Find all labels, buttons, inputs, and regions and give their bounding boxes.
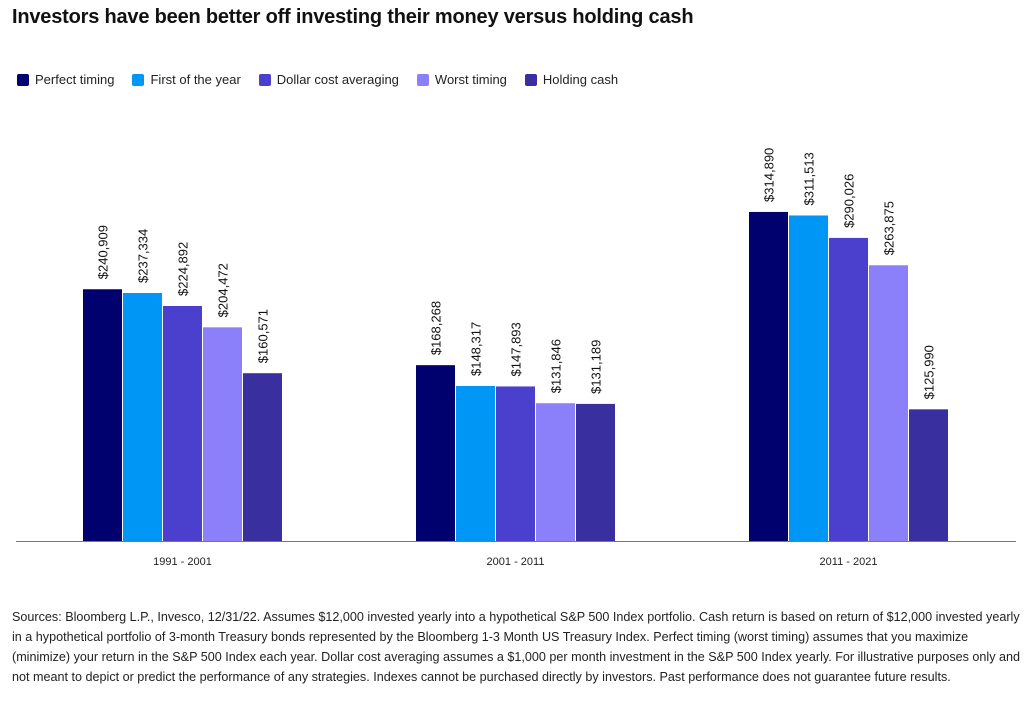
bar <box>416 365 455 541</box>
legend-label: Holding cash <box>542 72 619 87</box>
legend-swatch <box>524 73 537 86</box>
bar <box>749 211 788 542</box>
legend-item: First of the year <box>132 72 241 87</box>
x-tick-label: 1991 - 2001 <box>153 556 212 568</box>
legend-swatch <box>17 73 29 86</box>
legend-swatch <box>416 73 429 86</box>
legend-label: First of the year <box>150 72 241 87</box>
data-label: $314,890 <box>762 148 777 202</box>
data-label: $204,472 <box>216 263 231 317</box>
data-label: $240,909 <box>96 225 111 279</box>
data-label: $290,026 <box>842 174 857 228</box>
bar <box>869 265 908 541</box>
legend-swatch <box>258 73 271 86</box>
legend-item: Worst timing <box>416 72 507 87</box>
legend-label: Worst timing <box>434 72 507 87</box>
x-tick-label: 2011 - 2021 <box>820 556 878 568</box>
bar <box>496 386 535 541</box>
x-tick-label: 2001 - 2011 <box>487 556 545 568</box>
data-label: $147,893 <box>509 322 524 376</box>
bar <box>243 373 282 541</box>
data-label: $160,571 <box>256 309 271 363</box>
data-label: $224,892 <box>176 242 191 296</box>
legend-swatch <box>132 73 145 86</box>
data-label: $148,317 <box>469 322 484 376</box>
footnote: Sources: Bloomberg L.P., Invesco, 12/31/… <box>12 610 1021 684</box>
data-label: $311,513 <box>802 152 817 205</box>
bar <box>203 327 242 541</box>
legend-item: Perfect timing <box>17 72 114 87</box>
legend: Perfect timing First of the year Dollar co… <box>17 72 618 87</box>
legend-item: Dollar cost averaging <box>258 72 399 87</box>
data-label: $125,990 <box>922 345 937 399</box>
legend-label: Perfect timing <box>35 72 115 87</box>
data-label: $263,875 <box>882 201 897 255</box>
bar <box>83 289 122 541</box>
chart-title: Investors have been better off investing… <box>12 6 694 28</box>
legend-label: Dollar cost averaging <box>276 72 399 87</box>
data-label: $131,846 <box>549 339 564 393</box>
bar <box>789 215 828 541</box>
bar <box>576 403 615 541</box>
data-label: $237,334 <box>136 229 151 283</box>
bar <box>909 409 948 541</box>
bar <box>829 237 868 541</box>
bar-chart: $240,909 $237,334 $224,892 $204,472 $160,571… <box>16 148 1016 568</box>
bar <box>536 403 575 541</box>
bar <box>456 386 495 541</box>
bar <box>123 292 162 541</box>
data-label: $168,268 <box>429 301 444 355</box>
legend-item: Holding cash <box>524 72 619 87</box>
data-label: $131,189 <box>589 340 604 394</box>
bar <box>163 305 202 541</box>
